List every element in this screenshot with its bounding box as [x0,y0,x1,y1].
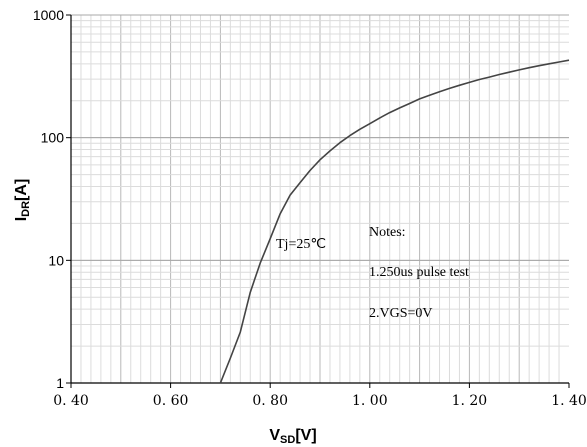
x-tick-labels: 0. 40 0. 60 0. 80 1. 00 1. 20 1. 40 [53,393,587,409]
axes [66,14,570,388]
note-2: 2.VGS=0V [369,306,433,321]
x-tick-label: 1. 20 [452,393,488,409]
grid-lines [71,14,569,384]
x-axis-title: VSD[V] [269,427,316,446]
x-tick-label: 0. 40 [53,393,89,409]
y-tick-label: 1 [56,375,64,391]
x-tick-label: 1. 40 [551,393,587,409]
series-line [219,59,570,384]
y-axis-title-unit: [A] [13,179,30,201]
x-tick-label: 0. 60 [153,393,189,409]
x-axis-title-unit: [V] [295,427,316,444]
note-1: 1.250us pulse test [369,265,469,280]
curve-temperature-label: Tj=25℃ [276,237,326,252]
x-axis-title-main: V [269,427,280,444]
x-axis-title-sub: SD [280,434,295,446]
x-tick-label: 1. 00 [352,393,388,409]
y-axis-title-sub: DR [20,201,32,217]
y-axis-title-main: I [13,217,30,221]
y-tick-label: 10 [48,252,64,268]
series-layer [219,59,570,384]
y-tick-label: 100 [41,130,65,146]
y-axis-title: IDR[A] [13,179,32,222]
notes-title: Notes: [369,225,406,240]
y-tick-label: 1000 [33,7,64,23]
y-tick-labels: 1 10 100 1000 [33,7,64,391]
x-tick-label: 0. 80 [252,393,288,409]
